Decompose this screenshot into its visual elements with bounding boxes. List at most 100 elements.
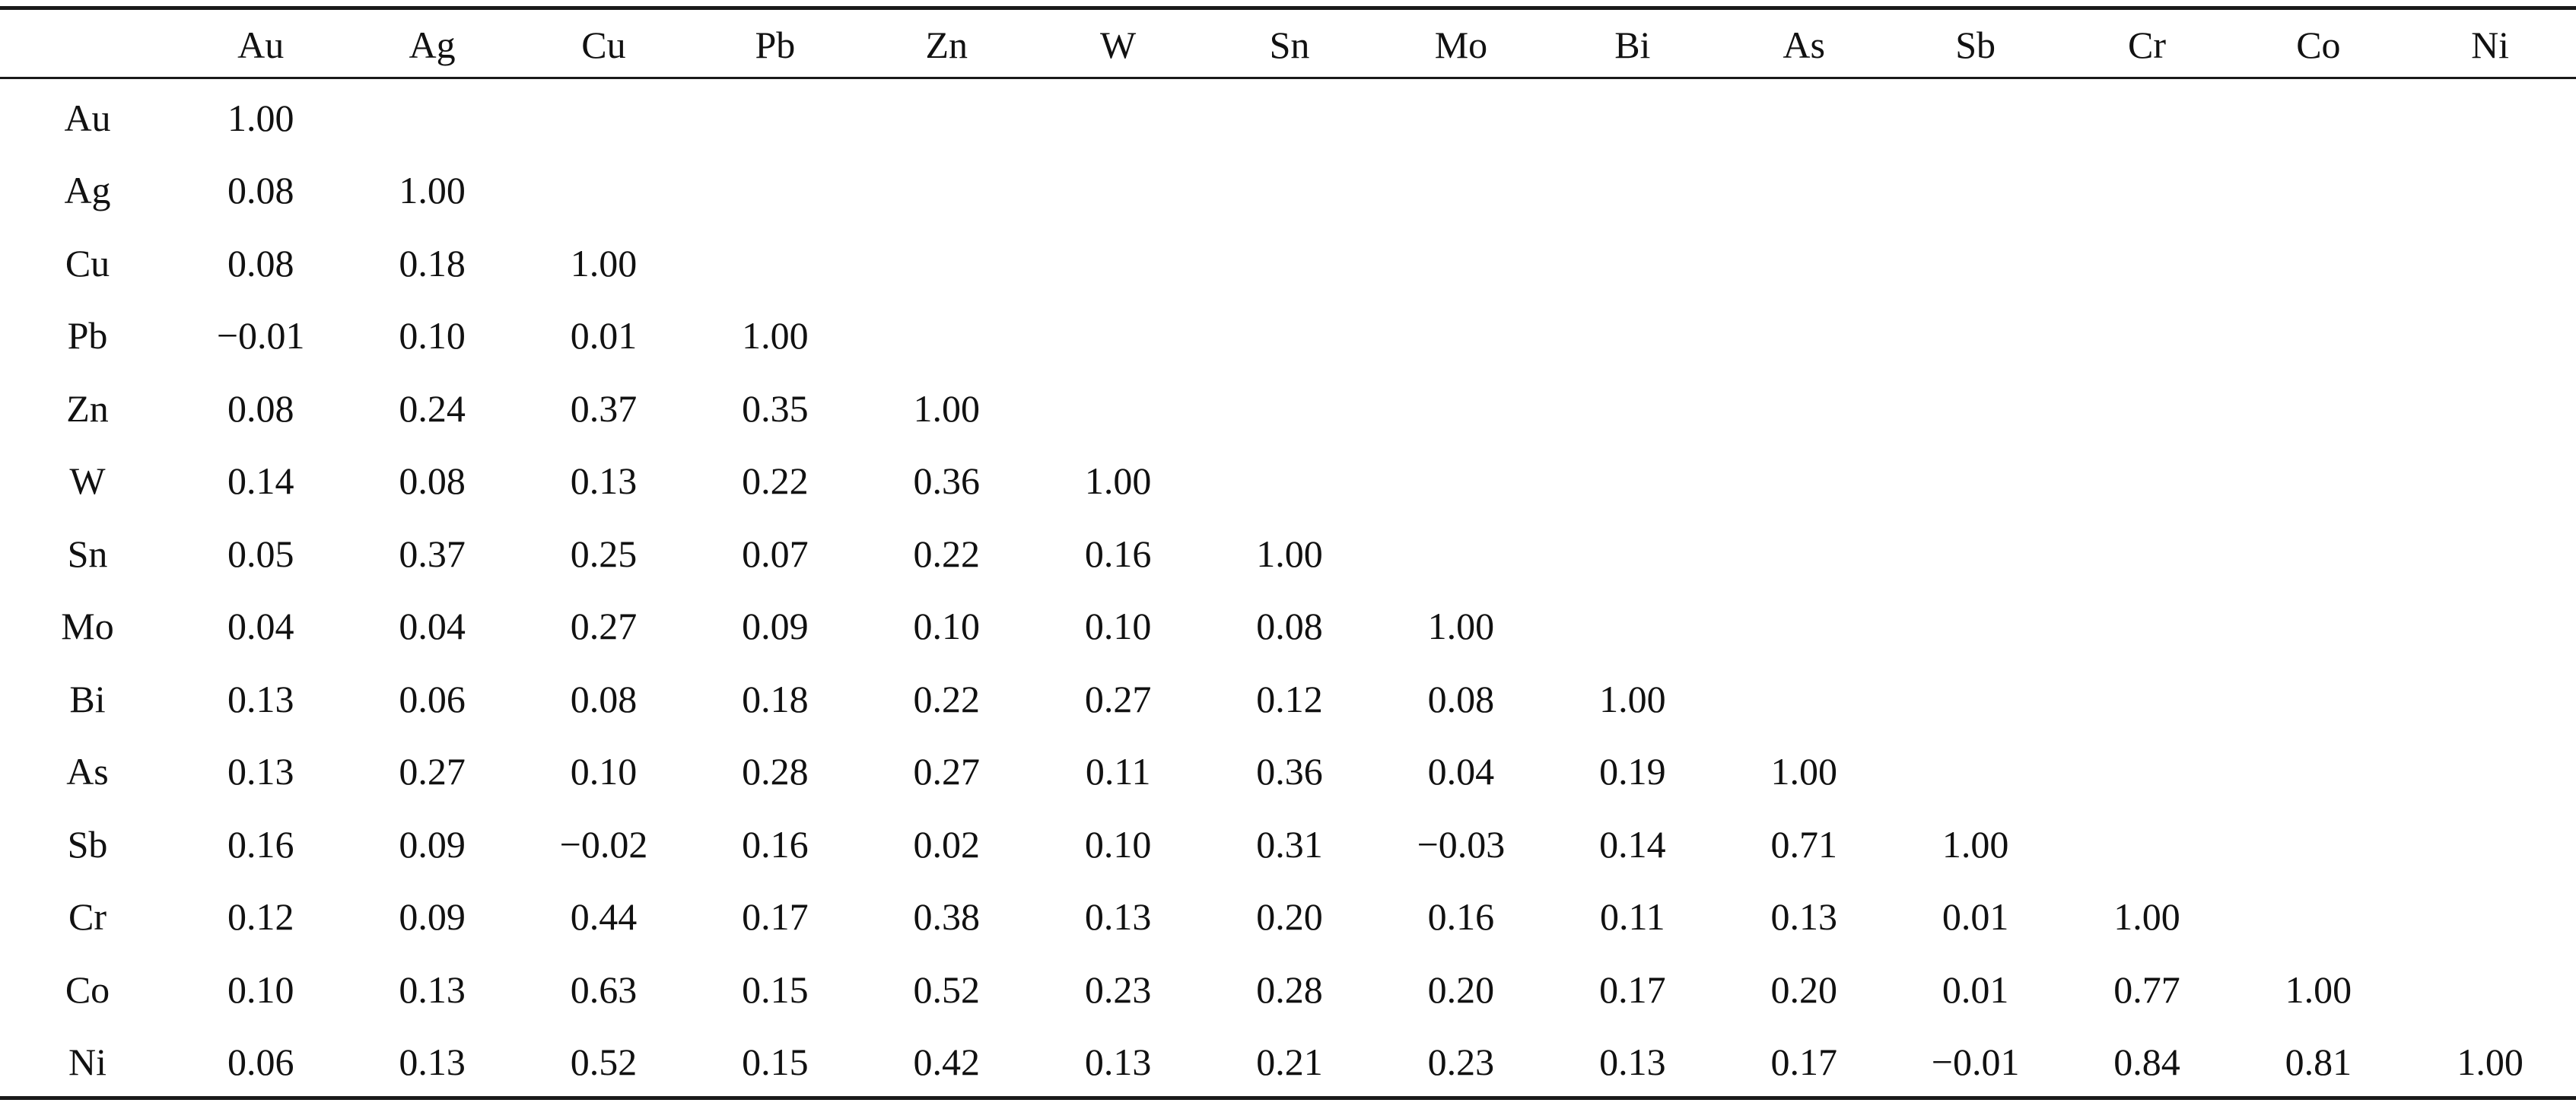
table-cell: 0.04 — [1427, 750, 1495, 793]
table-cell: 0.13 — [399, 1041, 466, 1084]
empty-cell — [2233, 517, 2404, 590]
table-cell: 0.52 — [570, 1041, 638, 1084]
table-cell: 0.10 — [1084, 822, 1152, 866]
table-cell: 0.17 — [742, 895, 809, 939]
empty-cell — [2233, 663, 2404, 736]
empty-cell — [2061, 663, 2232, 736]
empty-cell — [1719, 372, 1890, 445]
table-cell: 0.09 — [399, 895, 466, 939]
empty-cell — [2404, 881, 2576, 954]
empty-cell — [2404, 445, 2576, 518]
table-row: Au 1.00 — [0, 81, 2576, 154]
empty-cell — [1204, 81, 1375, 154]
empty-cell — [2404, 81, 2576, 154]
table-cell: 0.21 — [1256, 1041, 1323, 1084]
table-cell: 0.22 — [913, 677, 981, 720]
table-cell: 0.27 — [399, 750, 466, 793]
table-cell: 1.00 — [2113, 895, 2180, 939]
empty-cell — [2061, 154, 2232, 227]
empty-cell — [2404, 663, 2576, 736]
empty-cell — [1719, 663, 1890, 736]
empty-cell — [1719, 445, 1890, 518]
column-header: Mo — [1434, 23, 1488, 66]
table-cell: 0.81 — [2285, 1041, 2352, 1084]
table-cell: 0.02 — [913, 822, 981, 866]
table-cell: 0.12 — [1256, 677, 1323, 720]
table-cell: 1.00 — [2285, 968, 2352, 1011]
empty-cell — [1375, 227, 1547, 300]
empty-cell — [1204, 300, 1375, 373]
table-cell: 0.18 — [399, 241, 466, 284]
empty-cell — [2061, 300, 2232, 373]
table-cell: 0.11 — [1085, 750, 1151, 793]
table-cell: 0.09 — [399, 822, 466, 866]
column-header: Cr — [2127, 23, 2166, 66]
empty-cell — [1547, 590, 1718, 663]
empty-cell — [861, 81, 1032, 154]
empty-cell — [1375, 300, 1547, 373]
empty-cell — [1204, 445, 1375, 518]
table-cell: 0.37 — [570, 386, 638, 430]
empty-cell — [1719, 300, 1890, 373]
table-cell: 0.20 — [1770, 968, 1837, 1011]
table-cell: 0.06 — [227, 1041, 294, 1084]
table-cell: 0.01 — [1942, 968, 2009, 1011]
table-cell: 0.36 — [913, 459, 981, 503]
empty-cell — [2061, 736, 2232, 809]
correlation-matrix: Au Ag Cu Pb Zn W Sn Mo Bi As Sb Cr Co Ni… — [0, 10, 2576, 1098]
table-cell: 0.35 — [742, 386, 809, 430]
empty-cell — [1032, 227, 1204, 300]
row-header: Cr — [68, 895, 107, 939]
empty-cell — [689, 154, 860, 227]
table-cell: 0.63 — [570, 968, 638, 1011]
empty-cell — [2404, 953, 2576, 1026]
table-cell: 0.15 — [742, 1041, 809, 1084]
table-row: Bi 0.13 0.06 0.08 0.18 0.22 0.27 0.12 0.08 1.00 — [0, 663, 2576, 736]
empty-cell — [1375, 154, 1547, 227]
empty-cell — [2233, 808, 2404, 881]
empty-cell — [1547, 227, 1718, 300]
table-cell: 0.04 — [227, 605, 294, 648]
table-cell: 0.01 — [570, 314, 638, 358]
table-cell: 1.00 — [1256, 532, 1323, 575]
table-cell: 0.31 — [1256, 822, 1323, 866]
empty-cell — [1204, 227, 1375, 300]
header-row: Au Ag Cu Pb Zn W Sn Mo Bi As Sb Cr Co Ni — [0, 10, 2576, 79]
empty-cell — [1375, 81, 1547, 154]
table-cell: 0.28 — [742, 750, 809, 793]
empty-cell — [2404, 590, 2576, 663]
empty-cell — [2404, 227, 2576, 300]
empty-cell — [518, 154, 689, 227]
table-cell: 0.10 — [1084, 605, 1152, 648]
table-row: As 0.13 0.27 0.10 0.28 0.27 0.11 0.36 0.04 0.19 1.… — [0, 736, 2576, 809]
table-cell: 0.13 — [227, 750, 294, 793]
table-cell: 1.00 — [1599, 677, 1666, 720]
table-row: Zn 0.08 0.24 0.37 0.35 1.00 — [0, 372, 2576, 445]
empty-cell — [2233, 445, 2404, 518]
table-cell: 0.13 — [227, 677, 294, 720]
table-cell: 0.10 — [399, 314, 466, 358]
empty-cell — [1890, 445, 2061, 518]
empty-cell — [1719, 517, 1890, 590]
table-cell: −0.01 — [216, 314, 305, 358]
empty-cell — [2233, 881, 2404, 954]
row-header: Sn — [67, 532, 108, 575]
table-cell: 1.00 — [1942, 822, 2009, 866]
empty-cell — [2404, 736, 2576, 809]
table-cell: 0.71 — [1770, 822, 1837, 866]
table-row: W 0.14 0.08 0.13 0.22 0.36 1.00 — [0, 445, 2576, 518]
table-cell: 0.13 — [570, 459, 638, 503]
table-cell: 0.22 — [742, 459, 809, 503]
empty-cell — [2233, 154, 2404, 227]
table-cell: −0.01 — [1931, 1041, 2020, 1084]
empty-cell — [1890, 154, 2061, 227]
table-cell: 0.37 — [399, 532, 466, 575]
table-cell: 0.20 — [1256, 895, 1323, 939]
table-cell: 0.42 — [913, 1041, 981, 1084]
table-cell: 0.01 — [1942, 895, 2009, 939]
top-rule — [0, 6, 2576, 10]
empty-cell — [1547, 300, 1718, 373]
table-cell: 0.44 — [570, 895, 638, 939]
empty-cell — [518, 81, 689, 154]
